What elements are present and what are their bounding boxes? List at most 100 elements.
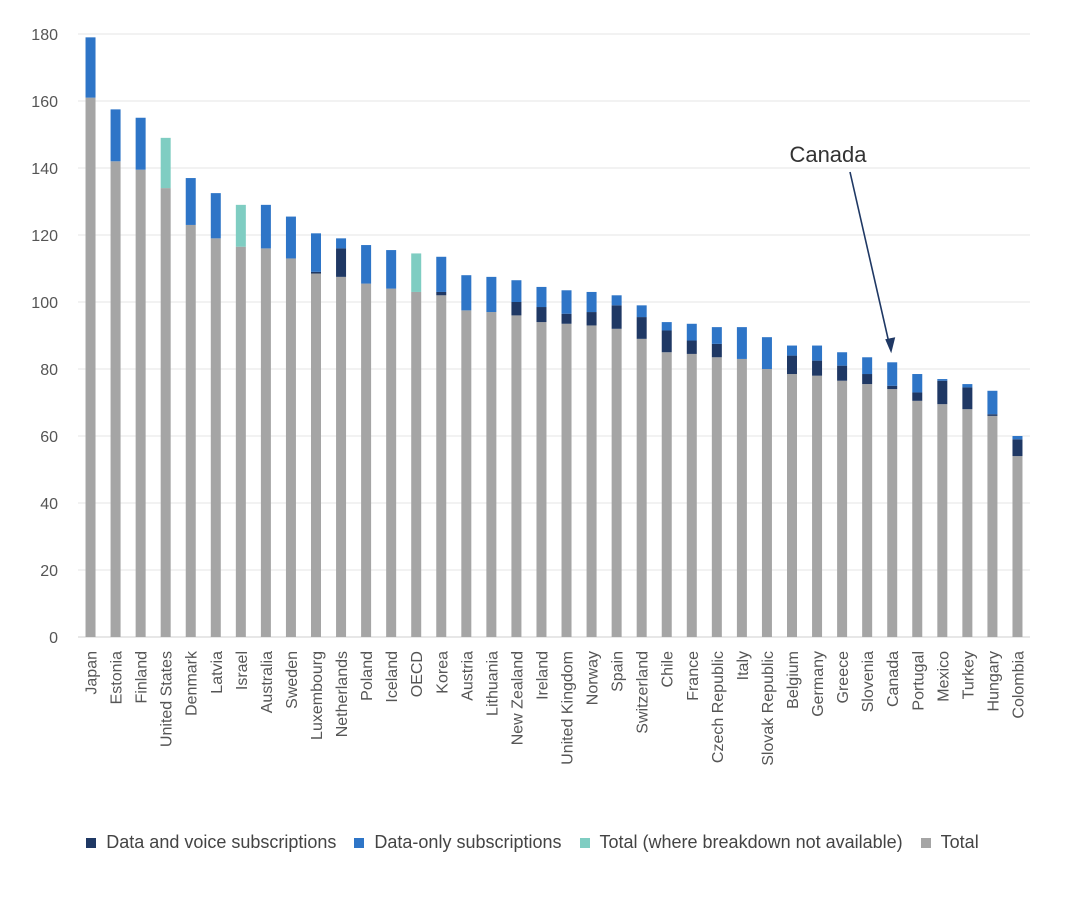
- y-tick-label: 20: [40, 563, 58, 580]
- bar-segment-australia: [260, 204, 271, 249]
- y-tick-label: 60: [40, 429, 58, 446]
- bar-segment-netherlands: [336, 276, 347, 637]
- bar-segment-korea: [436, 291, 447, 296]
- bar-segment-ireland: [536, 307, 547, 323]
- bar-segment-estonia: [110, 109, 121, 162]
- bar-segment-sweden: [285, 216, 296, 259]
- bar-segment-new-zealand: [511, 315, 522, 637]
- bar-segment-luxembourg: [311, 273, 321, 637]
- x-tick-label: Chile: [660, 651, 677, 688]
- x-tick-label: Finland: [134, 651, 151, 703]
- bar-segment-portugal: [912, 392, 923, 401]
- bar-segment-netherlands: [336, 238, 347, 249]
- bar-segment-finland: [135, 117, 146, 170]
- x-tick-label: Germany: [810, 651, 827, 717]
- bar-segment-austria: [461, 275, 472, 311]
- bar-segment-new-zealand: [511, 302, 522, 316]
- x-tick-label: Spain: [610, 651, 627, 692]
- bar-segment-germany: [812, 375, 823, 637]
- bar-segment-australia: [260, 248, 271, 637]
- bar-segment-hungary: [987, 390, 998, 415]
- legend-swatch: [354, 837, 365, 848]
- bar-segment-france: [686, 323, 697, 341]
- x-tick-label: Ireland: [534, 651, 551, 700]
- bar-segment-germany: [812, 345, 823, 361]
- bar-segment-slovenia: [862, 374, 873, 385]
- x-tick-label: Korea: [434, 651, 451, 694]
- bar-segment-slovak-republic: [761, 337, 772, 369]
- bar-segment-mexico: [937, 379, 948, 381]
- bar-segment-greece: [837, 365, 848, 381]
- legend-swatch: [920, 837, 931, 848]
- bar-segment-oecd: [411, 253, 422, 292]
- x-tick-label: Slovak Republic: [760, 651, 777, 766]
- bar-segment-canada: [887, 385, 898, 390]
- bar-segment-sweden: [285, 258, 296, 637]
- x-tick-label: Norway: [585, 651, 602, 705]
- legend-swatch: [86, 837, 97, 848]
- x-tick-label: OECD: [409, 651, 426, 697]
- bar-segment-colombia: [1012, 456, 1023, 637]
- bar-segment-spain: [611, 295, 622, 306]
- bar-segment-israel: [235, 246, 246, 637]
- bar-segment-mexico: [937, 380, 948, 405]
- y-tick-label: 180: [31, 27, 58, 44]
- bar-segment-france: [686, 340, 697, 354]
- x-tick-label: Iceland: [384, 651, 401, 703]
- x-tick-label: Japan: [84, 651, 101, 695]
- legend-label: Total: [940, 832, 979, 852]
- bar-segment-norway: [586, 312, 597, 326]
- x-tick-label: Luxembourg: [309, 651, 326, 740]
- bar-segment-lithuania: [486, 312, 497, 637]
- x-tick-label: Czech Republic: [710, 651, 727, 763]
- bar-segment-united-kingdom: [561, 323, 572, 637]
- x-tick-label: United States: [159, 651, 176, 747]
- legend-item-data-only: Data-only subscriptions: [354, 832, 562, 853]
- bar-segment-norway: [586, 291, 597, 313]
- bar-segment-belgium: [787, 345, 797, 356]
- bar-segment-italy: [736, 327, 747, 359]
- annotation-label: Canada: [789, 142, 867, 167]
- bar-segment-turkey: [962, 387, 973, 410]
- bar-segment-switzerland: [636, 338, 647, 637]
- x-tick-label: Switzerland: [635, 651, 652, 734]
- bar-segment-colombia: [1012, 436, 1023, 440]
- bar-segment-ireland: [536, 286, 547, 308]
- x-tick-label: France: [685, 651, 702, 701]
- bar-segment-chile: [661, 352, 672, 637]
- y-tick-label: 40: [40, 496, 58, 513]
- legend-label: Data and voice subscriptions: [106, 832, 337, 852]
- bar-segment-iceland: [386, 250, 397, 289]
- bar-segment-spain: [611, 328, 622, 637]
- bar-segment-norway: [586, 325, 597, 637]
- bar-segment-ireland: [536, 322, 547, 637]
- bar-segment-lithuania: [486, 276, 497, 313]
- bar-segment-united-kingdom: [561, 290, 572, 314]
- x-tick-label: Denmark: [184, 650, 201, 716]
- x-tick-label: Australia: [259, 651, 276, 713]
- bar-segment-portugal: [912, 400, 923, 637]
- bar-segment-switzerland: [636, 305, 647, 318]
- bar-segment-latvia: [210, 193, 221, 239]
- stacked-bar-chart: 0 20 40 60 80 100 120 140 160 180 Japan Estonia Finl…: [31, 27, 1030, 766]
- bar-segment-hungary: [987, 414, 998, 416]
- bar-segment-japan: [85, 97, 96, 637]
- bar-segment-finland: [135, 169, 146, 638]
- bar-segment-chile: [661, 330, 672, 353]
- bar-segment-colombia: [1012, 439, 1023, 457]
- x-tick-label: Estonia: [109, 651, 126, 704]
- x-tick-label: Greece: [835, 651, 852, 704]
- bar-segment-oecd: [411, 291, 422, 637]
- x-tick-label: Turkey: [960, 651, 977, 699]
- bar-segment-estonia: [110, 161, 121, 638]
- y-tick-label: 80: [40, 362, 58, 379]
- bar-segment-italy: [736, 358, 747, 637]
- y-tick-label: 120: [31, 228, 58, 245]
- bar-segment-chile: [661, 322, 672, 331]
- x-tick-label: Canada: [885, 651, 902, 707]
- bar-segment-hungary: [987, 415, 998, 637]
- bar-segment-poland: [361, 283, 372, 637]
- bar-segment-greece: [837, 352, 848, 366]
- x-tick-label: Austria: [459, 651, 476, 701]
- bar-segment-slovenia: [862, 357, 873, 375]
